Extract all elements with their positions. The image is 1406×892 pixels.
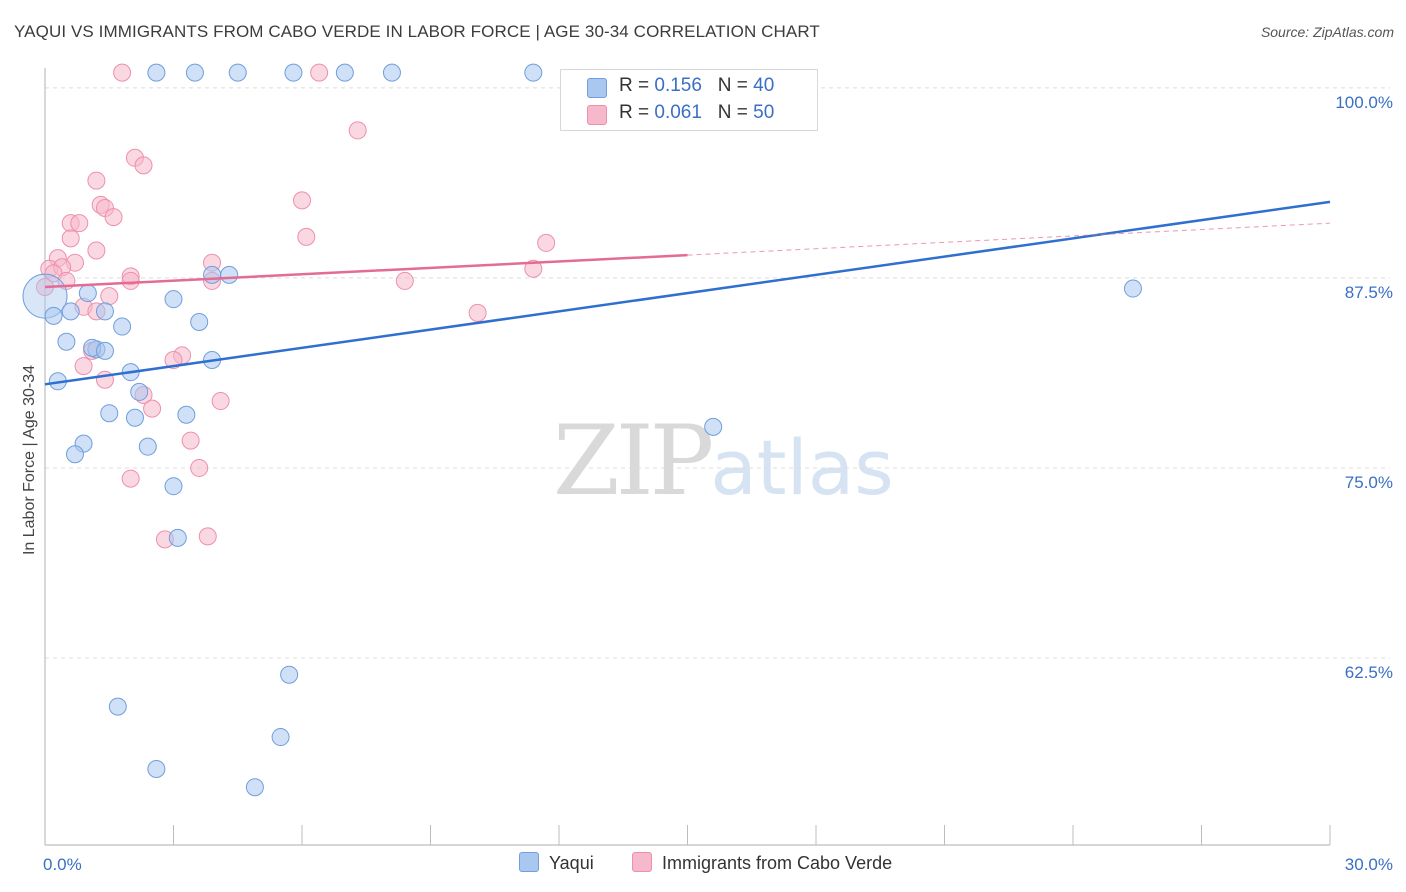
yaqui-point (382, 63, 401, 82)
yaqui-point (125, 408, 144, 427)
yaqui-point (100, 404, 119, 423)
yaqui-point (220, 265, 239, 284)
cabo-verde-point (198, 527, 217, 546)
yaqui-point (61, 302, 80, 321)
cabo-verde-point (87, 241, 106, 260)
yaqui-point (168, 528, 187, 547)
legend-swatch-cabo-verde (632, 852, 652, 872)
yaqui-point (130, 382, 149, 401)
yaqui-point (245, 778, 264, 797)
yaqui-point (57, 332, 76, 351)
y-tick-label: 100.0% (1335, 93, 1393, 112)
yaqui-point (228, 63, 247, 82)
yaqui-point (271, 728, 290, 747)
yaqui-point (95, 302, 114, 321)
legend-n-value: 40 (753, 75, 775, 96)
legend-label-cabo-verde: Immigrants from Cabo Verde (662, 853, 893, 873)
cabo-verde-point (468, 303, 487, 322)
cabo-verde-point (348, 121, 367, 140)
cabo-verde-point (74, 357, 93, 376)
yaqui-point (147, 759, 166, 778)
legend-r-value: 0.061 (654, 102, 702, 123)
legend-item-cabo-verde: Immigrants from Cabo Verde (632, 852, 892, 876)
yaqui-point (138, 437, 157, 456)
series-legend: Yaqui Immigrants from Cabo Verde (0, 852, 1406, 878)
cabo-verde-point (211, 392, 230, 411)
legend-swatch-yaqui (587, 78, 607, 98)
yaqui-point (108, 697, 127, 716)
cabo-verde-point (70, 214, 89, 233)
cabo-verde-point (297, 227, 316, 246)
cabo-verde-trend-extension (687, 222, 1331, 256)
source-label: Source: ZipAtlas.com (1260, 24, 1394, 40)
tick-labels: 100.0% 87.5% 75.0% 62.5% 0.0% 30.0% (43, 93, 1393, 874)
yaqui-point (284, 63, 303, 82)
legend-label-yaqui: Yaqui (549, 853, 594, 873)
yaqui-point (185, 63, 204, 82)
legend-r-label: R = (619, 75, 655, 96)
legend-n-value: 50 (753, 102, 775, 123)
yaqui-point (164, 477, 183, 496)
cabo-verde-point (524, 259, 543, 278)
yaqui-point (65, 445, 84, 464)
axes (44, 68, 1331, 846)
legend-swatch-yaqui (519, 852, 539, 872)
yaqui-point (1123, 279, 1142, 298)
yaqui-trend-line (44, 200, 1331, 386)
cabo-verde-point (537, 233, 556, 252)
yaqui-point (95, 341, 114, 360)
yaqui-point (113, 317, 132, 336)
cabo-verde-point (104, 208, 123, 227)
legend-r-value: 0.156 (654, 75, 702, 96)
cabo-verde-point (87, 171, 106, 190)
y-axis-title-wrap: In Labor Force | Age 30-34 (0, 0, 60, 892)
watermark-zip: ZIP (553, 405, 714, 517)
yaqui-point (177, 405, 196, 424)
cabo-verde-point (395, 271, 414, 290)
cabo-verde-point (190, 458, 209, 477)
x-tick-label: 30.0% (1345, 855, 1393, 874)
x-tick-label: 0.0% (43, 855, 82, 874)
legend-n-label: N = (717, 75, 754, 96)
trend-lines (44, 200, 1331, 386)
yaqui-point (524, 63, 543, 82)
y-axis-title: In Labor Force | Age 30-34 (21, 364, 38, 556)
points-yaqui (22, 63, 1142, 797)
cabo-verde-trend-line (44, 253, 688, 289)
yaqui-point (280, 665, 299, 684)
points-cabo-verde (36, 63, 556, 549)
yaqui-point (190, 312, 209, 331)
yaqui-point (335, 63, 354, 82)
cabo-verde-point (121, 469, 140, 488)
cabo-verde-point (181, 431, 200, 450)
y-tick-label: 62.5% (1345, 663, 1393, 682)
y-tick-label: 87.5% (1345, 283, 1393, 302)
chart-title: YAQUI VS IMMIGRANTS FROM CABO VERDE IN L… (14, 22, 820, 41)
cabo-verde-point (121, 271, 140, 290)
correlation-legend: R = 0.156 N = 40 R = 0.061 N = 50 (560, 69, 818, 131)
legend-n-label: N = (717, 102, 754, 123)
legend-r-label: R = (619, 102, 655, 123)
yaqui-point (704, 417, 723, 436)
cabo-verde-point (134, 156, 153, 175)
cabo-verde-point (310, 63, 329, 82)
yaqui-point (78, 284, 97, 303)
cabo-verde-point (61, 229, 80, 248)
yaqui-point (147, 63, 166, 82)
yaqui-point (44, 306, 63, 325)
cabo-verde-point (100, 287, 119, 306)
legend-swatch-cabo-verde (587, 105, 607, 125)
cabo-verde-point (293, 191, 311, 210)
grid-lines (45, 87, 1390, 659)
yaqui-point (164, 290, 183, 309)
y-tick-label: 75.0% (1345, 473, 1393, 492)
legend-item-yaqui: Yaqui (519, 852, 594, 876)
yaqui-point (203, 265, 222, 284)
cabo-verde-point (143, 399, 162, 418)
cabo-verde-point (113, 63, 132, 82)
